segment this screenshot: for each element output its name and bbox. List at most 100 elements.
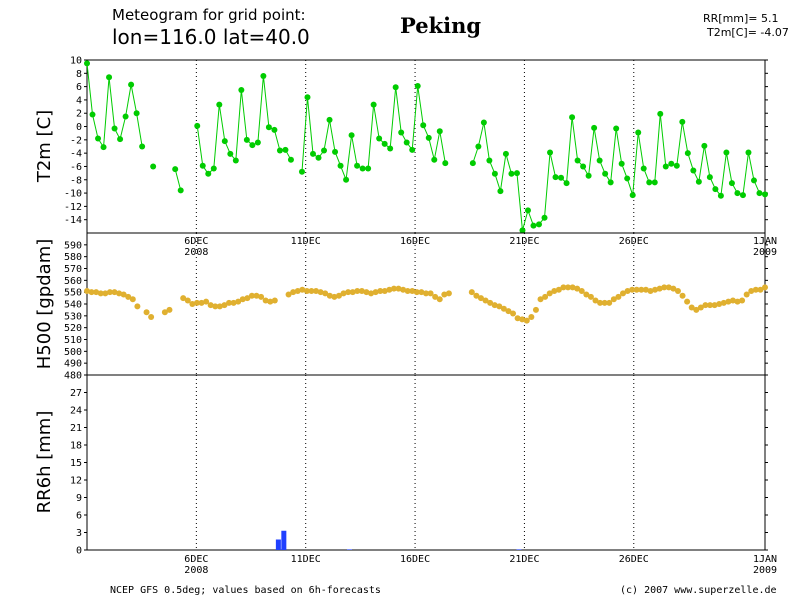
h500-point xyxy=(720,299,727,306)
t2m-segment xyxy=(136,113,143,147)
t2m-segment xyxy=(505,153,512,174)
x-tick-label: 1JAN xyxy=(753,236,777,247)
h500-point xyxy=(441,291,448,298)
h500-point xyxy=(537,296,544,303)
t2m-point xyxy=(128,81,135,88)
h500-point xyxy=(313,287,320,294)
t2m-point xyxy=(398,129,405,136)
h500-point xyxy=(629,286,636,293)
x-tick-label: 1JAN xyxy=(753,554,777,565)
h500-point xyxy=(482,297,489,304)
t2m-point xyxy=(717,192,724,199)
h500-point xyxy=(381,287,388,294)
h500-point xyxy=(400,286,407,293)
t2m-segment xyxy=(395,87,402,133)
t2m-point xyxy=(392,84,399,91)
t2m-segment xyxy=(240,89,248,140)
t2m-point xyxy=(436,128,443,135)
t2m-point xyxy=(756,190,763,197)
x-tick-label: 16DEC xyxy=(400,554,430,565)
h500-point xyxy=(505,308,512,315)
h500-point xyxy=(642,286,649,293)
t2m-point xyxy=(238,86,245,93)
t2m-point xyxy=(254,139,261,146)
t2m-point xyxy=(486,157,493,164)
h500-point xyxy=(290,289,297,296)
y-tick-label: 560 xyxy=(64,276,82,287)
t2m-segment xyxy=(351,135,358,166)
t2m-segment xyxy=(367,104,375,169)
t2m-point xyxy=(723,149,730,156)
h500-point xyxy=(368,290,375,297)
t2m-point xyxy=(348,132,355,139)
t2m-point xyxy=(524,207,531,214)
t2m-segment xyxy=(725,152,733,184)
t2m-segment xyxy=(659,113,667,167)
h500-point xyxy=(322,290,329,297)
t2m-point xyxy=(651,179,658,186)
h500-point xyxy=(468,289,475,296)
rr6h-bar xyxy=(346,549,352,550)
t2m-segment xyxy=(130,84,138,114)
t2m-point xyxy=(100,144,107,151)
h500-point xyxy=(729,297,736,304)
h500-point xyxy=(514,315,521,322)
h500-point xyxy=(340,290,347,297)
t2m-point xyxy=(673,162,680,169)
h500-point xyxy=(638,286,645,293)
t2m-point xyxy=(337,162,344,169)
h500-point xyxy=(193,299,200,306)
t2m-segment xyxy=(494,173,501,192)
rr6h-bar xyxy=(275,539,281,550)
t2m-segment xyxy=(566,117,573,184)
t2m-segment xyxy=(301,97,308,172)
t2m-point xyxy=(596,157,603,164)
t2m-point xyxy=(662,163,669,170)
t2m-point xyxy=(221,138,228,145)
t2m-point xyxy=(354,162,361,169)
h500-point xyxy=(606,299,613,306)
y-tick-label: 8 xyxy=(76,69,82,80)
panel-frame-2 xyxy=(86,374,766,551)
x-tick-label: 6DEC xyxy=(184,236,208,247)
y-tick-label: 10 xyxy=(70,56,82,67)
t2m-point xyxy=(194,122,201,129)
y-tick-label: -14 xyxy=(64,215,82,226)
h500-point xyxy=(299,286,306,293)
t2m-point xyxy=(563,180,570,187)
h500-point xyxy=(386,286,393,293)
h500-point xyxy=(166,306,173,313)
t2m-segment xyxy=(119,116,127,140)
t2m-point xyxy=(210,165,217,172)
t2m-point xyxy=(122,113,129,120)
t2m-point xyxy=(276,147,283,154)
t2m-point xyxy=(370,101,377,108)
h500-point xyxy=(592,297,599,304)
t2m-point xyxy=(541,214,548,221)
h500-point xyxy=(647,287,654,294)
t2m-point xyxy=(679,118,686,125)
y-tick-label: 27 xyxy=(70,388,82,399)
h500-point xyxy=(423,290,429,297)
t2m-point xyxy=(739,192,746,199)
h500-point xyxy=(546,290,553,297)
x-tick-label: 11DEC xyxy=(291,236,321,247)
y-tick-label: 540 xyxy=(64,300,82,311)
y-tick-label: 500 xyxy=(64,347,82,358)
t2m-segment xyxy=(698,145,705,182)
h500-point xyxy=(212,303,219,310)
t2m-point xyxy=(712,186,719,193)
t2m-point xyxy=(431,156,438,163)
t2m-point xyxy=(414,82,421,89)
h500-point xyxy=(271,297,278,304)
t2m-segment xyxy=(747,152,755,181)
t2m-point xyxy=(133,110,140,117)
y-tick-label: 4 xyxy=(76,95,82,106)
h500-point xyxy=(226,299,233,306)
h500-point xyxy=(532,306,539,313)
h500-point xyxy=(711,302,718,309)
h500-point xyxy=(258,293,265,300)
t2m-segment xyxy=(411,85,419,150)
t2m-segment xyxy=(174,168,182,191)
